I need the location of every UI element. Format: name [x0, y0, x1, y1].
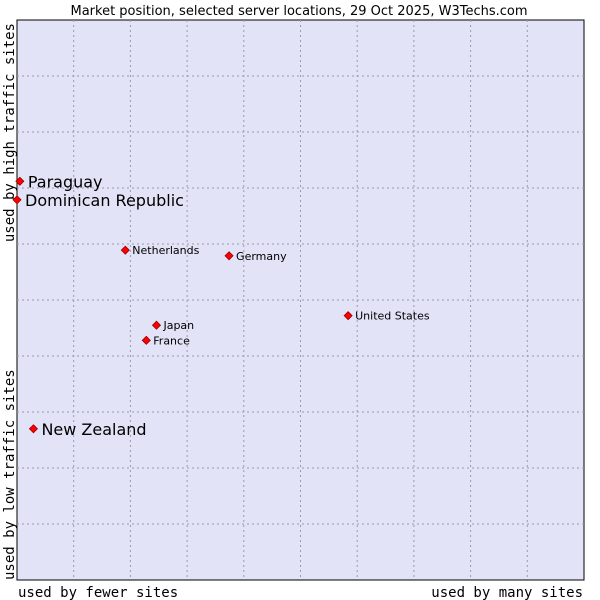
point-label-japan: Japan — [162, 319, 194, 332]
chart-title: Market position, selected server locatio… — [70, 4, 527, 19]
point-marker-germany — [224, 251, 234, 261]
point-label-united-states: United States — [355, 310, 430, 323]
x-axis-right-label: used by many sites — [431, 585, 583, 600]
point-marker-france — [141, 335, 151, 345]
point-label-france: France — [153, 334, 190, 347]
grid-lines — [17, 20, 584, 580]
y-axis-bottom-label: used by low traffic sites — [2, 369, 18, 580]
point-label-netherlands: Netherlands — [132, 244, 199, 257]
point-label-paraguay: Paraguay — [28, 172, 103, 191]
point-marker-united-states — [343, 311, 353, 321]
point-label-dominican-republic: Dominican Republic — [25, 191, 184, 210]
y-axis-top-label: used by high traffic sites — [2, 23, 18, 242]
point-label-new-zealand: New Zealand — [41, 420, 146, 439]
point-marker-dominican-republic — [12, 195, 22, 205]
point-label-germany: Germany — [236, 250, 287, 263]
point-marker-japan — [151, 320, 162, 330]
point-marker-new-zealand — [28, 424, 39, 434]
point-marker-paraguay — [15, 176, 25, 186]
point-marker-netherlands — [120, 245, 130, 255]
x-axis-left-label: used by fewer sites — [18, 585, 178, 600]
